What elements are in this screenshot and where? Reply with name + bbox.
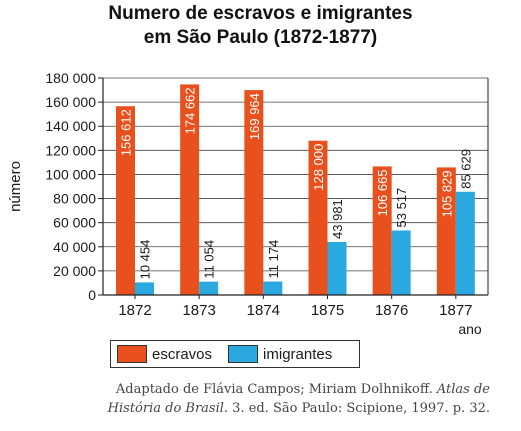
x-tick-label: 1872 [118,302,151,319]
bar-label-escravos: 105 829 [439,170,454,217]
bar-label-imigrantes: 10 454 [138,240,153,280]
x-tick-label: 1874 [247,302,280,319]
y-tick-label: 20 000 [53,263,96,279]
legend-swatch-escravos [117,345,147,363]
y-tick-label: 80 000 [53,191,96,207]
x-axis-label: ano [458,321,482,337]
legend-swatch-imigrantes [228,345,259,363]
y-tick-label: 40 000 [53,239,96,255]
bar-label-escravos: 174 662 [183,87,198,134]
chart-title-line-2: em São Paulo (1872-1877) [143,27,378,48]
x-tick-label: 1877 [439,302,472,319]
x-tick-label: 1873 [182,302,215,319]
bar-escravos [244,90,264,295]
source-citation: Adaptado de Flávia Campos; Miriam Dolhni… [30,380,490,418]
bar-imigrantes [327,241,347,295]
y-tick-label: 140 000 [45,118,96,134]
x-tick-label: 1875 [311,302,344,319]
bar-escravos [116,106,135,296]
bar-escravos [436,167,456,295]
bar-label-imigrantes: 11 054 [202,240,217,279]
bar-imigrantes [263,281,283,295]
legend-item-imigrantes: imigrantes [228,345,332,363]
bar-imigrantes [199,281,219,295]
bar-label-escravos: 128 000 [311,144,326,191]
bar-label-imigrantes: 11 174 [266,240,281,279]
source-italic-1: Atlas de [436,382,490,397]
bar-imigrantes [391,230,411,295]
bar-label-escravos: 106 665 [375,169,390,216]
y-tick-label: 120 000 [45,142,96,158]
bar-escravos [308,140,328,295]
x-tick-label: 1876 [375,302,408,319]
legend-item-escravos: escravos [117,345,212,363]
y-tick-label: 100 000 [45,166,96,182]
chart-title-line-1: Numero de escravos e imigrantes [108,3,413,24]
bar-imigrantes [135,282,154,295]
source-prefix: Adaptado de Flávia Campos; Miriam Dolhni… [115,382,437,397]
bar-escravos [372,166,392,295]
legend-label-escravos: escravos [152,345,213,363]
bar-imigrantes [455,191,475,295]
bar-label-imigrantes: 85 629 [458,149,473,189]
bar-label-escravos: 156 612 [119,109,134,156]
bar-label-imigrantes: 43 981 [330,199,345,239]
bar-escravos [180,84,200,295]
y-axis-label: número [7,161,24,212]
source-italic-2: História do Brasil [107,401,224,416]
legend: escravos imigrantes [110,340,360,368]
source-suffix: . 3. ed. São Paulo: Scipione, 1997. p. 3… [223,401,490,416]
chart-title: Numero de escravos e imigrantes em São P… [0,2,521,50]
bar-label-imigrantes: 53 517 [394,188,409,228]
y-tick-label: 160 000 [45,94,96,110]
legend-label-imigrantes: imigrantes [263,345,333,363]
bar-label-escravos: 169 964 [247,93,262,140]
y-tick-label: 0 [88,287,96,303]
y-tick-label: 180 000 [45,70,96,86]
y-tick-label: 60 000 [53,215,96,231]
